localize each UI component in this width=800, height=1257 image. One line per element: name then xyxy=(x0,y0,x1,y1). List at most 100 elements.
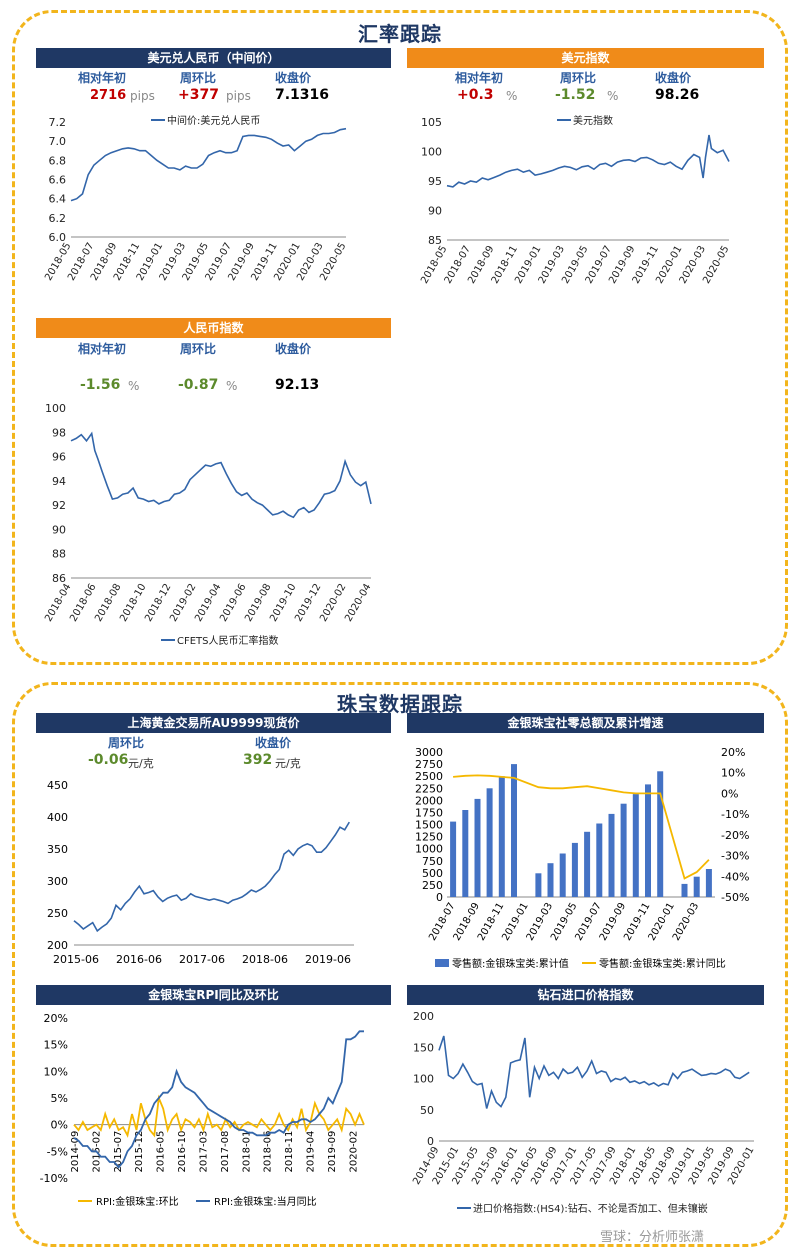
bar xyxy=(645,784,651,897)
series-line xyxy=(438,1035,750,1109)
y-tick-label: 85 xyxy=(428,234,442,247)
y-tick-label-left: 750 xyxy=(422,855,443,868)
dxy-wow-unit: % xyxy=(607,89,619,103)
y-tick-label: 20% xyxy=(44,1012,68,1025)
y-tick-label: 6.8 xyxy=(49,154,67,167)
diamond-chart: 0501001502002014-092015-012015-052015-09… xyxy=(411,1010,756,1215)
series-line xyxy=(446,134,730,188)
y-tick-label: 150 xyxy=(413,1041,434,1054)
x-tick-label: 2018-06 xyxy=(242,953,288,966)
dxy-close-label: 收盘价 xyxy=(655,71,692,85)
y-tick-label-right: -20% xyxy=(721,829,749,842)
legend-label-yoy: RPI:金银珠宝:当月同比 xyxy=(214,1195,317,1208)
legend-label: CFETS人民币汇率指数 xyxy=(177,634,279,647)
rpi-chart: -10%-5%0%5%10%15%20%2014-09 2015-02 2015-0… xyxy=(40,1012,365,1208)
gold-close-value: 392 xyxy=(243,752,273,768)
y-tick-label-right: -50% xyxy=(721,891,749,904)
usdcny-close-value: 7.1316 xyxy=(275,87,330,103)
y-tick-label: 105 xyxy=(421,116,442,129)
cfets-close-value: 92.13 xyxy=(275,377,320,393)
cfets-wow-value: -0.87 xyxy=(178,377,219,393)
dxy-close-value: 98.26 xyxy=(655,87,700,103)
x-tick-label: 2015-07 xyxy=(113,1131,124,1173)
cfets-wow-label: 周环比 xyxy=(180,342,217,356)
growth-line xyxy=(453,774,710,880)
y-tick-label-left: 0 xyxy=(436,891,443,904)
y-tick-label-left: 3000 xyxy=(415,746,443,759)
mom-line xyxy=(73,1094,365,1138)
y-tick-label-right: 20% xyxy=(721,746,745,759)
y-tick-label: 98 xyxy=(52,426,66,439)
y-tick-label: 0 xyxy=(427,1135,434,1148)
y-tick-label: 94 xyxy=(52,475,66,488)
cfets-close-label: 收盘价 xyxy=(275,342,312,356)
gold-spot-chart: 200 250 300 350 400 450 2015-06 2016-06 2017-06 2… xyxy=(47,779,354,966)
bar xyxy=(486,788,493,898)
y-tick-label: 7.2 xyxy=(49,116,67,129)
y-tick-label: 200 xyxy=(47,939,68,952)
y-tick-label-right: -40% xyxy=(721,870,749,883)
gold-wow-value: -0.06 xyxy=(88,752,129,768)
y-tick-label: 450 xyxy=(47,779,68,792)
x-tick-label: 2017-03 xyxy=(198,1131,209,1173)
y-tick-label: 300 xyxy=(47,875,68,888)
y-tick-label-right: 0% xyxy=(721,787,738,800)
y-tick-label: -10% xyxy=(40,1172,68,1185)
usdcny-wow-label: 周环比 xyxy=(180,71,217,85)
y-tick-label: -5% xyxy=(47,1145,68,1158)
y-tick-label: 6.6 xyxy=(49,174,67,187)
cfets-ytd-unit: % xyxy=(128,379,140,393)
bar xyxy=(681,883,688,897)
y-tick-label-right: -10% xyxy=(721,808,749,821)
x-tick-label: 2018-11 xyxy=(284,1131,295,1173)
y-tick-label-left: 500 xyxy=(422,867,443,880)
cfets-header: 人民币指数 xyxy=(36,318,391,338)
cfets-ytd-label: 相对年初 xyxy=(78,342,127,356)
y-tick-label-left: 1250 xyxy=(415,831,443,844)
fx-section-frame xyxy=(12,10,788,665)
y-tick-label: 92 xyxy=(52,499,66,512)
dxy-ytd-label: 相对年初 xyxy=(455,71,504,85)
y-tick-label: 6.2 xyxy=(49,212,67,225)
usdcny-header: 美元兑人民币（中间价） xyxy=(36,48,391,68)
dxy-ytd-value: +0.3 xyxy=(457,87,494,103)
x-tick-label: 2018-01 xyxy=(241,1131,252,1173)
y-tick-label-left: 2000 xyxy=(415,794,443,807)
legend-label-mom: RPI:金银珠宝:环比 xyxy=(96,1195,179,1208)
gold-close-unit: 元/克 xyxy=(275,757,301,770)
y-tick-label-left: 1750 xyxy=(415,806,443,819)
series-line xyxy=(73,821,350,933)
legend-label-line: 零售额:金银珠宝类:累计同比 xyxy=(599,957,726,970)
y-tick-label-left: 250 xyxy=(422,879,443,892)
y-tick-label: 6.0 xyxy=(49,231,67,244)
dxy-header: 美元指数 xyxy=(407,48,764,68)
fx-section-title: 汇率跟踪 xyxy=(358,22,442,46)
bar xyxy=(547,863,554,897)
x-tick-label: 2015-12 xyxy=(134,1131,145,1173)
usdcny-ytd-unit: pips xyxy=(130,89,155,103)
bar xyxy=(535,873,542,897)
bar xyxy=(462,810,469,897)
bar xyxy=(571,842,578,897)
rpi-header: 金银珠宝RPI同比及环比 xyxy=(36,985,391,1005)
diamond-header: 钻石进口价格指数 xyxy=(407,985,764,1005)
y-tick-label: 88 xyxy=(52,548,66,561)
y-tick-label: 10% xyxy=(44,1065,68,1078)
x-tick-label: 2017-08 xyxy=(220,1131,231,1173)
x-tick-label: 2014-09 xyxy=(70,1131,81,1173)
y-tick-label: 6.4 xyxy=(49,193,67,206)
legend-swatch-bar xyxy=(435,959,449,967)
y-tick-label: 0% xyxy=(51,1119,68,1132)
x-tick-label: 2019-04 xyxy=(306,1131,317,1173)
y-tick-label: 90 xyxy=(52,523,66,536)
x-tick-label: 2016-05 xyxy=(156,1131,167,1173)
bar xyxy=(498,776,505,897)
cfets-ytd-value: -1.56 xyxy=(80,377,121,393)
retail-chart: 0250500750100012501500175020002250250027… xyxy=(415,746,749,970)
y-tick-label: 95 xyxy=(428,175,442,188)
usdcny-wow-value: +377 xyxy=(178,87,219,103)
y-tick-label: 100 xyxy=(421,146,442,159)
y-tick-label: 90 xyxy=(428,205,442,218)
y-tick-label-right: 10% xyxy=(721,767,745,780)
gold-spot-header: 上海黄金交易所AU9999现货价 xyxy=(36,713,391,733)
